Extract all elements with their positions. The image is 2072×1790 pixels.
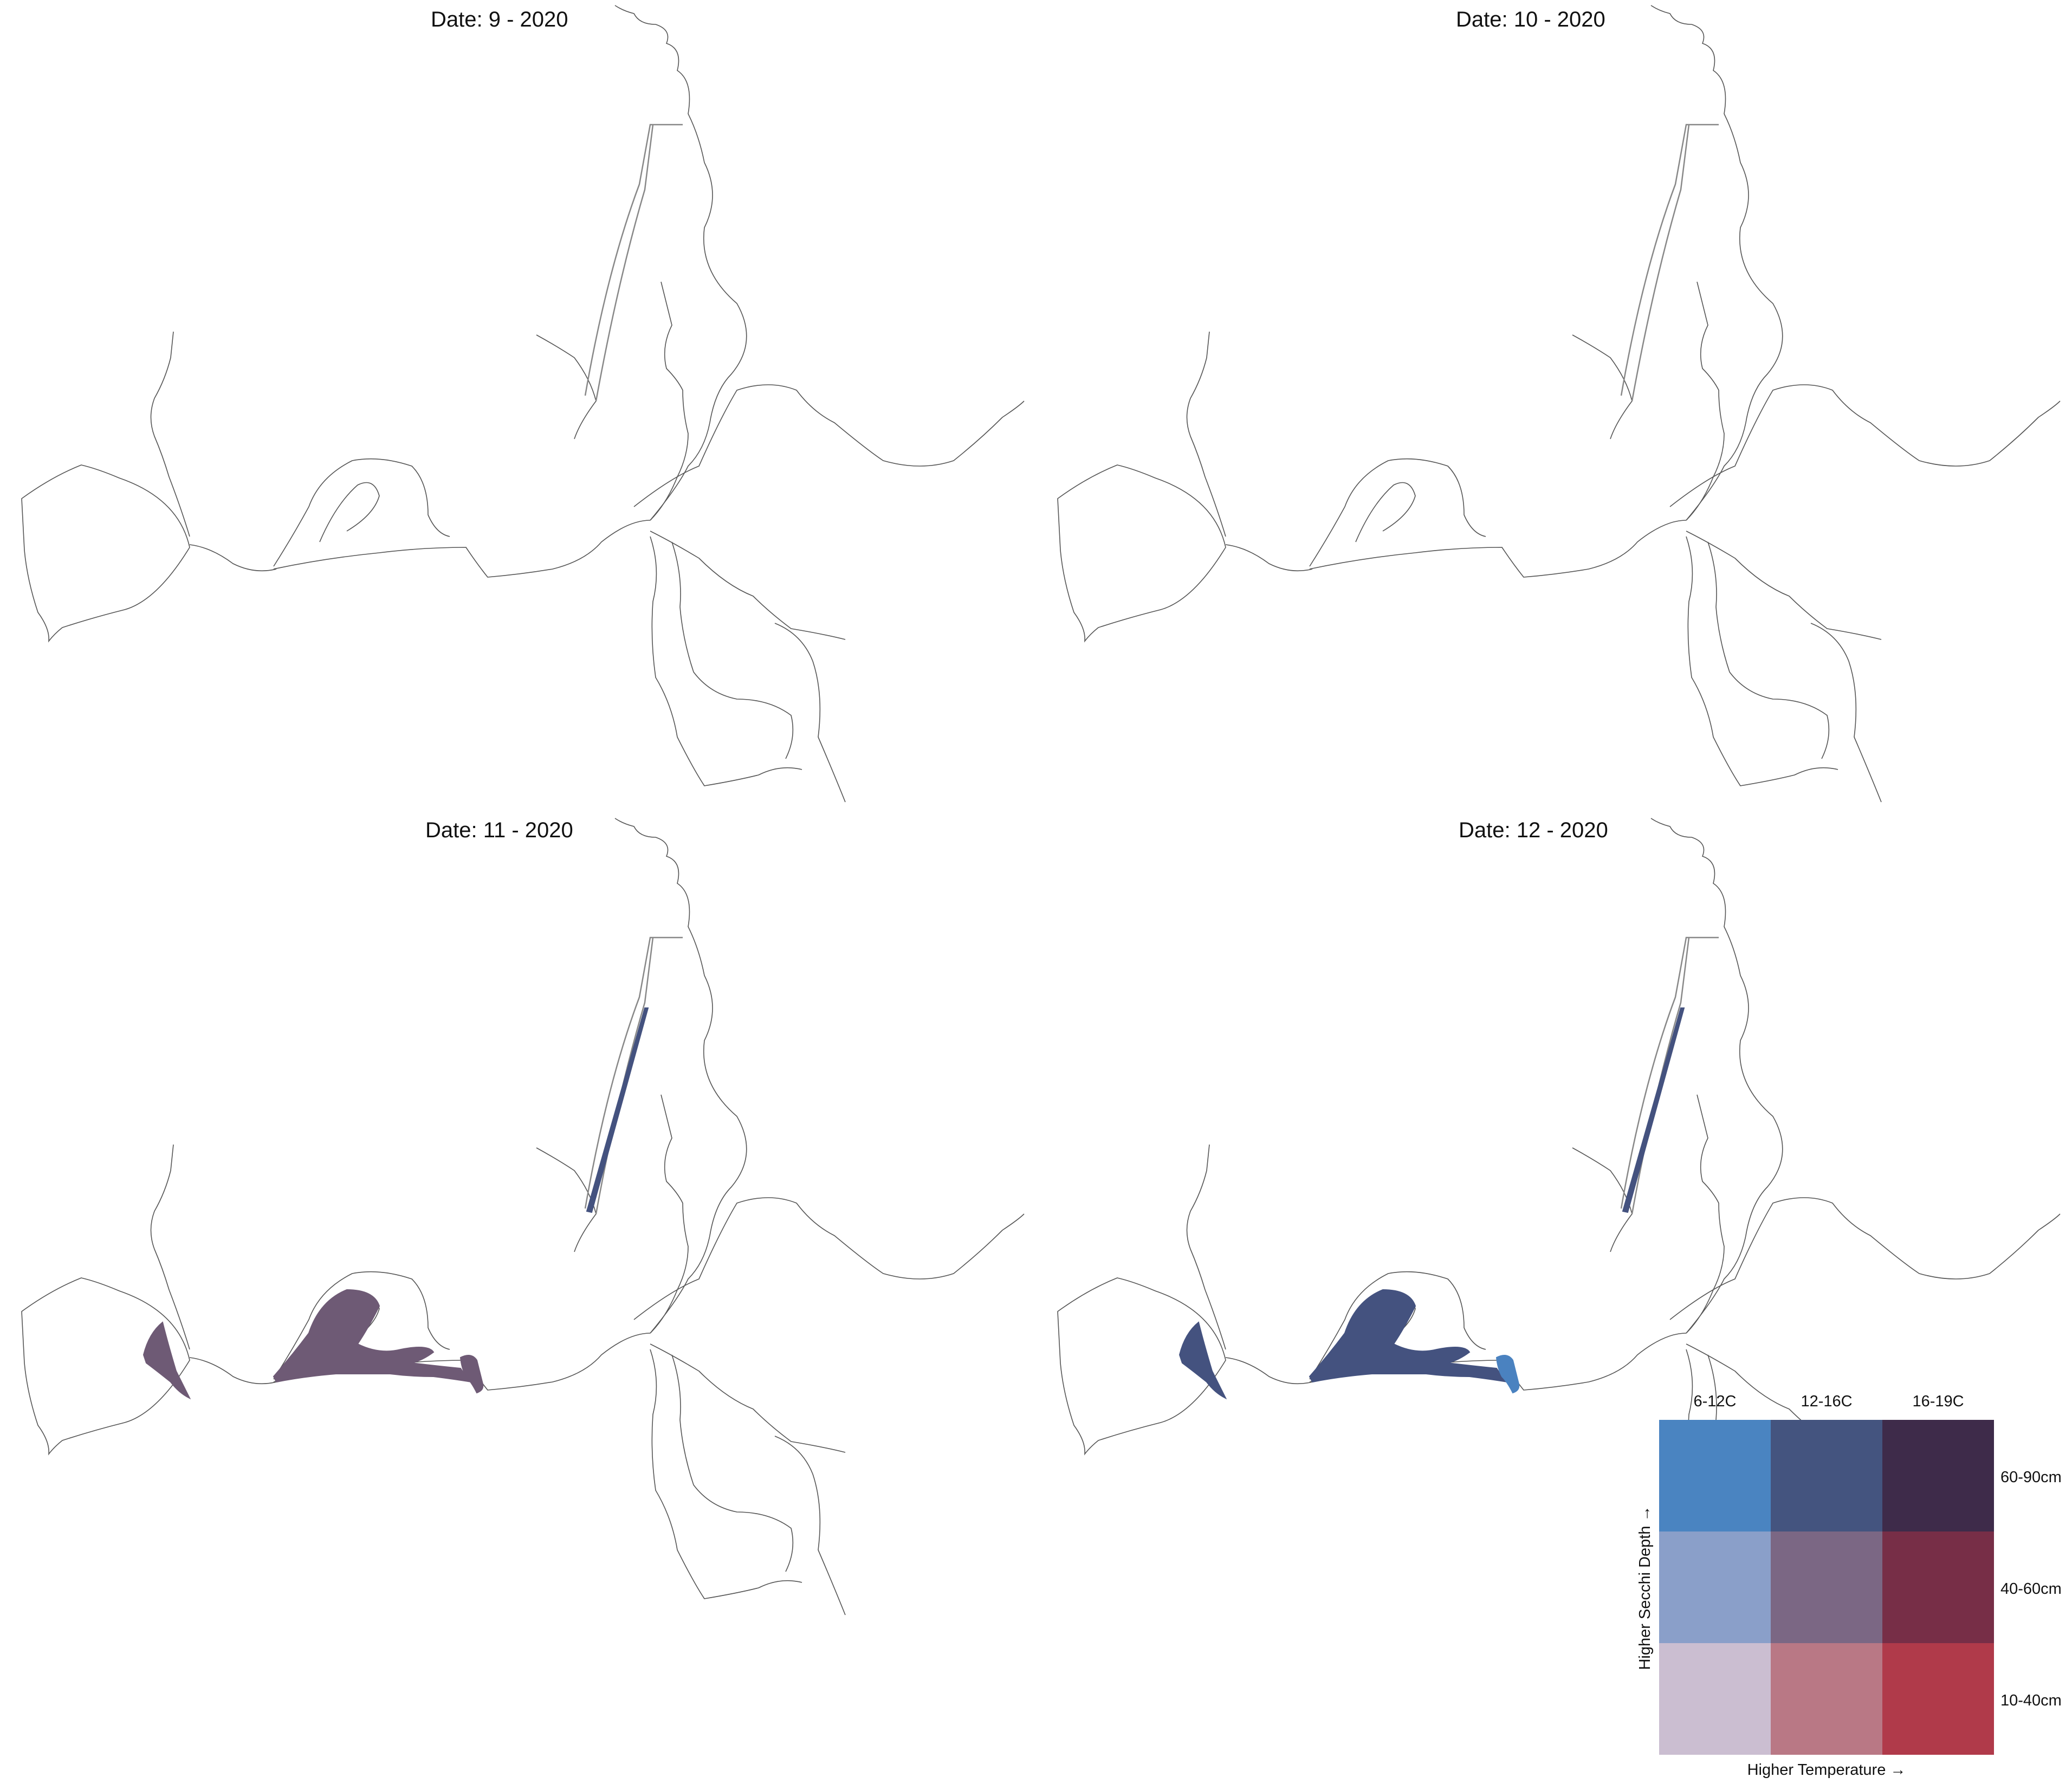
shoreline bbox=[1669, 384, 2061, 507]
water-region-lake-main bbox=[273, 1289, 473, 1383]
shoreline bbox=[1650, 818, 1783, 1334]
shoreline bbox=[633, 1197, 1025, 1320]
shoreline bbox=[1225, 544, 1313, 572]
map-panel-sep-2020: Date: 9 - 2020 bbox=[0, 0, 1036, 813]
shoreline bbox=[1309, 458, 1486, 567]
legend-column-label: 16-19C bbox=[1912, 1393, 1964, 1410]
shoreline bbox=[1650, 5, 1783, 521]
legend-row-label: 10-40cm bbox=[2000, 1692, 2062, 1709]
map-panel-nov-2020: Date: 11 - 2020 bbox=[0, 813, 1036, 1626]
shoreline bbox=[650, 281, 689, 521]
shoreline bbox=[1355, 482, 1416, 542]
shoreline bbox=[1057, 464, 1226, 643]
shoreline bbox=[1186, 1144, 1226, 1350]
shoreline bbox=[273, 1271, 450, 1380]
shoreline bbox=[1810, 623, 1882, 803]
river-channel bbox=[584, 936, 683, 1209]
shoreline bbox=[650, 536, 802, 786]
shoreline bbox=[21, 1277, 190, 1456]
river-channel bbox=[1631, 124, 1690, 402]
legend-cell bbox=[1659, 1420, 1771, 1531]
legend-cell bbox=[1882, 1643, 1994, 1755]
shoreline bbox=[671, 541, 794, 759]
shoreline bbox=[1309, 520, 1687, 578]
shoreline bbox=[650, 1349, 802, 1599]
shoreline bbox=[273, 520, 651, 578]
river-channel bbox=[1620, 936, 1719, 1209]
shoreline bbox=[150, 1144, 190, 1350]
water-region-canal bbox=[586, 1007, 649, 1213]
legend-column-label: 12-16C bbox=[1801, 1393, 1853, 1410]
river-channel bbox=[1620, 124, 1719, 396]
map-panel-dec-2020: Date: 12 - 2020 bbox=[1036, 813, 2072, 1626]
shoreline bbox=[1686, 1094, 1725, 1334]
shoreline bbox=[1057, 1277, 1226, 1456]
shoreline bbox=[1707, 541, 1830, 759]
shoreline bbox=[774, 1436, 846, 1615]
panel-title: Date: 11 - 2020 bbox=[425, 818, 573, 842]
water-region-canal bbox=[1622, 1007, 1685, 1213]
panel-title: Date: 10 - 2020 bbox=[1456, 8, 1605, 31]
shoreline bbox=[650, 1094, 689, 1334]
shoreline bbox=[273, 458, 450, 567]
legend-column-label: 6-12C bbox=[1693, 1393, 1737, 1410]
legend-cell bbox=[1771, 1420, 1882, 1531]
legend-row-label: 40-60cm bbox=[2000, 1580, 2062, 1598]
bivariate-legend: 6-12C 12-16C 16-19C 60-90cm 40-60cm 10-4… bbox=[1631, 1387, 2062, 1779]
shoreline bbox=[1225, 1357, 1313, 1385]
water-region-lake-west bbox=[1179, 1321, 1227, 1400]
water-region-channel-east bbox=[459, 1355, 484, 1394]
shoreline bbox=[650, 531, 846, 640]
shoreline bbox=[21, 464, 190, 643]
legend-x-axis-label: Higher Temperature → bbox=[1747, 1761, 1906, 1779]
shoreline bbox=[189, 1357, 277, 1385]
river-channel bbox=[584, 124, 683, 396]
river-channel bbox=[1631, 937, 1690, 1214]
shoreline bbox=[1686, 281, 1725, 521]
river-map bbox=[1057, 818, 2061, 1615]
river-channel bbox=[595, 124, 654, 402]
shoreline bbox=[671, 1354, 794, 1572]
shoreline bbox=[633, 384, 1025, 507]
legend-cell bbox=[1882, 1531, 1994, 1643]
shoreline bbox=[650, 1343, 846, 1453]
water-region-lake-main bbox=[1309, 1289, 1509, 1383]
shoreline bbox=[1309, 1271, 1486, 1380]
legend-cell bbox=[1771, 1531, 1882, 1643]
shoreline bbox=[1669, 1197, 2061, 1320]
legend-cell bbox=[1659, 1531, 1771, 1643]
legend-cell bbox=[1882, 1420, 1994, 1531]
river-map bbox=[21, 818, 1025, 1615]
shoreline bbox=[614, 5, 747, 521]
legend-row-label: 60-90cm bbox=[2000, 1469, 2062, 1486]
shoreline bbox=[1686, 531, 1882, 640]
legend-y-axis-label: Higher Secchi Depth → bbox=[1636, 1505, 1654, 1670]
shoreline bbox=[1186, 331, 1226, 537]
river-map bbox=[21, 5, 1025, 803]
shoreline bbox=[1686, 536, 1838, 786]
water-region-channel-east bbox=[1495, 1355, 1520, 1394]
map-panel-oct-2020: Date: 10 - 2020 bbox=[1036, 0, 2072, 813]
legend-cell bbox=[1771, 1643, 1882, 1755]
river-channel bbox=[595, 937, 654, 1214]
river-map bbox=[1057, 5, 2061, 803]
shoreline bbox=[774, 623, 846, 803]
panel-title: Date: 9 - 2020 bbox=[431, 8, 568, 31]
legend-cell bbox=[1659, 1643, 1771, 1755]
shoreline bbox=[614, 818, 747, 1334]
water-region-lake-west bbox=[143, 1321, 191, 1400]
shoreline bbox=[189, 544, 277, 572]
panel-title: Date: 12 - 2020 bbox=[1459, 818, 1608, 842]
legend-color-grid bbox=[1659, 1420, 1994, 1755]
shoreline bbox=[150, 331, 190, 537]
shoreline bbox=[319, 482, 380, 542]
